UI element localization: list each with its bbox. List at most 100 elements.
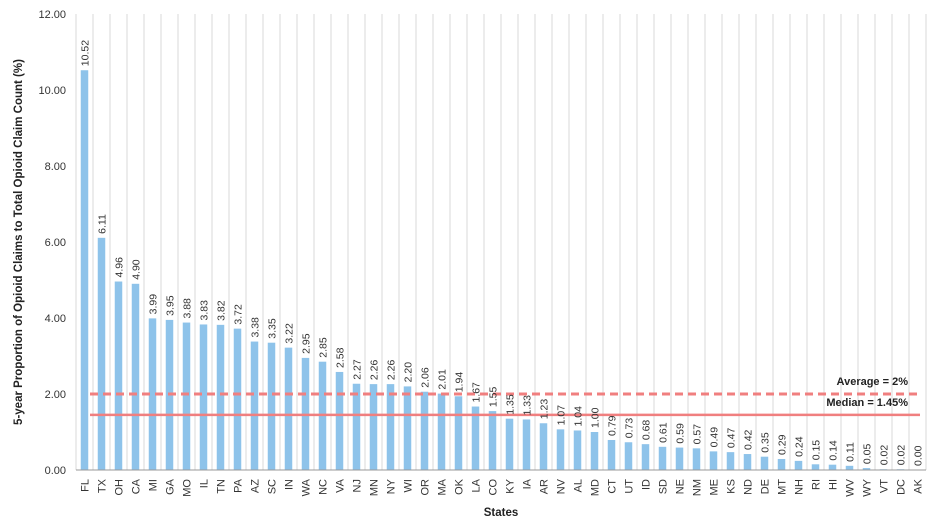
- data-label: 0.14: [828, 440, 840, 461]
- bar: [403, 386, 412, 470]
- bar: [437, 393, 446, 470]
- bar: [811, 464, 820, 470]
- x-tick-label: AL: [573, 479, 585, 492]
- bar: [216, 324, 225, 470]
- data-label: 3.35: [267, 318, 279, 339]
- x-tick-label: NJ: [352, 479, 364, 492]
- bar: [97, 237, 106, 470]
- data-label: 2.85: [318, 337, 330, 358]
- data-label: 2.01: [437, 369, 449, 390]
- y-tick-label: 0.00: [45, 465, 66, 477]
- y-axis-ticks: 0.00 2.00 4.00 6.00 8.00 10.00 12.00: [38, 9, 66, 477]
- data-label: 0.00: [913, 445, 925, 466]
- data-label: 0.61: [658, 422, 670, 443]
- bar: [607, 439, 616, 470]
- data-label: 0.29: [777, 434, 789, 455]
- x-tick-label: AR: [539, 479, 551, 494]
- bar: [199, 324, 208, 470]
- x-tick-label: WY: [862, 478, 874, 496]
- data-label: 0.57: [692, 424, 704, 445]
- y-tick-label: 4.00: [45, 313, 66, 325]
- x-tick-label: WV: [845, 478, 857, 496]
- bar: [675, 447, 684, 470]
- data-label: 0.59: [675, 423, 687, 444]
- bar: [284, 347, 293, 470]
- x-tick-label: UT: [624, 479, 636, 494]
- x-tick-label: MI: [148, 479, 160, 491]
- x-tick-label: ND: [743, 479, 755, 495]
- x-tick-label: DC: [896, 479, 908, 495]
- x-tick-label: FL: [80, 479, 92, 492]
- y-tick-label: 12.00: [38, 9, 66, 21]
- y-tick-label: 2.00: [45, 389, 66, 401]
- bar: [726, 452, 735, 470]
- x-axis-categories: FL TX OH CA MI GA MO IL TN PA AZ SC IN WA NC VA NJ MN NY WI…: [80, 478, 925, 496]
- data-label: 0.47: [726, 428, 738, 449]
- x-tick-label: HI: [828, 479, 840, 490]
- bar: [250, 341, 259, 470]
- data-label: 2.26: [369, 360, 381, 381]
- bar: [590, 432, 599, 470]
- x-tick-label: KS: [726, 479, 738, 494]
- x-tick-label: TN: [216, 479, 228, 494]
- y-tick-label: 6.00: [45, 237, 66, 249]
- data-label: 1.04: [573, 406, 585, 427]
- bar: [641, 444, 650, 470]
- x-tick-label: NH: [794, 479, 806, 495]
- data-label: 4.90: [131, 259, 143, 280]
- x-tick-label: IA: [522, 478, 534, 489]
- data-label: 2.26: [386, 360, 398, 381]
- data-label: 0.11: [845, 442, 857, 462]
- x-tick-label: MN: [369, 479, 381, 496]
- data-label: 3.82: [216, 300, 228, 321]
- data-label: 1.55: [488, 387, 500, 408]
- data-label: 0.15: [811, 440, 823, 461]
- bar: [556, 429, 565, 470]
- data-label: 1.67: [471, 382, 483, 403]
- data-label: 1.33: [522, 395, 534, 416]
- x-tick-label: GA: [165, 478, 177, 495]
- bar: [845, 465, 854, 470]
- data-label: 3.88: [182, 298, 194, 319]
- x-tick-label: OH: [114, 479, 126, 496]
- bar: [420, 391, 429, 470]
- y-tick-label: 8.00: [45, 161, 66, 173]
- data-label: 3.95: [165, 295, 177, 316]
- bar: [862, 468, 871, 470]
- x-tick-label: CO: [488, 479, 500, 496]
- x-tick-label: LA: [471, 478, 483, 492]
- bar: [471, 406, 480, 470]
- data-label: 3.72: [233, 304, 245, 325]
- bar: [335, 371, 344, 470]
- bar: [624, 442, 633, 470]
- bars: [80, 70, 905, 471]
- data-label: 0.02: [879, 445, 891, 466]
- data-label: 3.99: [148, 294, 160, 315]
- bar: [352, 383, 361, 470]
- bar: [267, 342, 276, 470]
- data-label: 6.11: [97, 214, 109, 234]
- x-axis-title: States: [484, 507, 519, 519]
- bar: [369, 384, 378, 470]
- x-tick-label: SC: [267, 479, 279, 494]
- data-label: 1.35: [505, 394, 517, 415]
- x-tick-label: NM: [692, 479, 704, 496]
- x-tick-label: NV: [556, 478, 568, 494]
- median-label: Median = 1.45%: [826, 397, 908, 409]
- bar: [777, 458, 786, 470]
- data-label: 0.05: [862, 444, 874, 465]
- data-label: 0.68: [641, 420, 653, 441]
- value-labels: 10.52 6.11 4.96 4.90 3.99 3.95 3.88 3.83 3.82 3.7…: [80, 40, 925, 466]
- bar: [80, 70, 89, 471]
- bar: [522, 419, 531, 470]
- data-label: 0.42: [743, 429, 755, 450]
- y-tick-label: 10.00: [38, 85, 66, 97]
- x-tick-label: ID: [641, 479, 653, 490]
- x-tick-label: AK: [913, 478, 925, 493]
- bar: [488, 411, 497, 470]
- x-tick-label: WA: [301, 478, 313, 496]
- x-tick-label: KY: [505, 478, 517, 493]
- x-tick-label: IN: [284, 479, 296, 490]
- bar: [760, 456, 769, 470]
